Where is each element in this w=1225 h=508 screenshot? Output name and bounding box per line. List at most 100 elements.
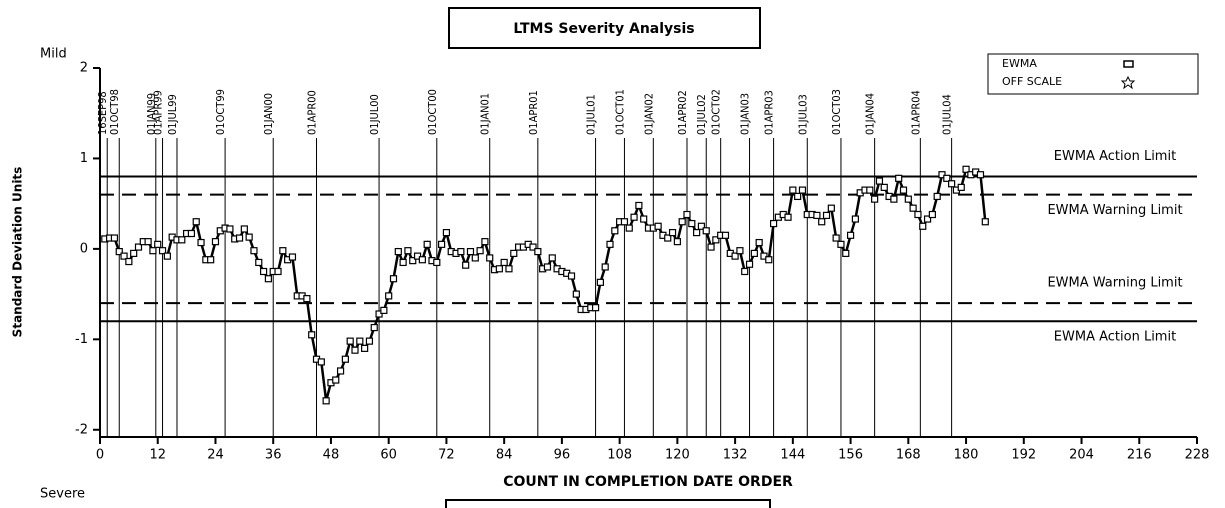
data-point [837, 240, 845, 248]
y-axis-label: Standard Deviation Units [11, 167, 25, 338]
date-label: 01JUL02 [695, 94, 708, 135]
data-point [962, 165, 970, 173]
data-point [664, 234, 672, 242]
date-label: 01APR04 [909, 90, 922, 135]
data-point [822, 211, 831, 220]
y-tick-label: 1 [80, 151, 88, 166]
y-tick-label: 0 [80, 241, 88, 256]
date-label: 01JAN02 [642, 93, 655, 135]
top-note: Mild [40, 47, 67, 62]
data-point [813, 211, 821, 220]
x-tick-label: 216 [1127, 448, 1152, 463]
data-point [130, 249, 138, 258]
data-point [409, 257, 417, 265]
y-tick-label: 2 [80, 61, 88, 76]
data-point [375, 310, 383, 318]
data-point [750, 249, 758, 258]
data-point [423, 240, 431, 248]
data-point [827, 204, 835, 212]
x-tick-label: 108 [607, 448, 632, 463]
data-point [572, 290, 580, 298]
data-point [567, 272, 576, 280]
data-point [654, 222, 662, 230]
data-point [211, 238, 220, 246]
data-point [259, 267, 268, 276]
x-tick-label: 204 [1069, 448, 1094, 463]
data-point [457, 247, 465, 256]
data-point [250, 247, 258, 255]
data-point [904, 195, 912, 203]
date-label: 01OCT02 [710, 89, 723, 135]
x-tick-label: 60 [380, 448, 397, 463]
data-point [625, 224, 633, 232]
data-point [741, 267, 749, 276]
data-point [769, 219, 778, 228]
x-tick-label: 12 [149, 448, 166, 463]
y-tick-label: -2 [75, 422, 88, 437]
data-point [207, 256, 215, 264]
data-point [745, 260, 754, 268]
data-point [240, 225, 248, 233]
data-point [765, 256, 773, 264]
date-label: 01JUL03 [796, 94, 809, 135]
data-point [938, 171, 946, 179]
x-tick-label: 192 [1011, 448, 1036, 463]
legend-label: OFF SCALE [1002, 75, 1062, 88]
legend-label: EWMA [1002, 57, 1037, 70]
data-point [818, 218, 826, 226]
date-label: 01APR99 [152, 90, 165, 135]
data-point [875, 177, 884, 185]
data-point [702, 227, 710, 235]
date-label: 01APR02 [676, 90, 689, 135]
data-point [707, 243, 715, 251]
date-label: 01APR00 [306, 90, 319, 135]
data-point [197, 238, 205, 247]
data-point [394, 247, 402, 256]
data-point [500, 258, 508, 267]
x-tick-label: 168 [896, 448, 921, 463]
data-point [144, 238, 152, 246]
data-point [871, 195, 879, 203]
data-point [529, 243, 537, 251]
data-point [163, 252, 171, 260]
data-point [909, 204, 917, 212]
data-point [948, 180, 956, 188]
data-point [596, 278, 604, 286]
data-point [923, 215, 932, 223]
data-point [798, 186, 807, 194]
data-point [341, 355, 349, 363]
data-point [668, 229, 677, 237]
data-point [697, 222, 706, 230]
data-point [755, 238, 763, 247]
data-point [134, 243, 143, 251]
chart-title: LTMS Severity Analysis [513, 21, 694, 37]
data-point [784, 213, 792, 221]
x-tick-label: 72 [438, 448, 455, 463]
data-point [346, 337, 354, 345]
series-line [104, 166, 987, 402]
data-point [370, 323, 378, 332]
data-point [548, 254, 556, 262]
data-point [842, 249, 850, 258]
x-tick-label: 84 [496, 448, 513, 463]
reference-label: EWMA Warning Limit [1047, 203, 1182, 218]
title-box [448, 7, 761, 49]
data-point [380, 306, 388, 314]
data-point [794, 192, 802, 201]
data-point [919, 222, 927, 230]
data-point [601, 263, 609, 271]
data-point [226, 225, 234, 233]
data-point [943, 174, 951, 182]
data-point [721, 231, 730, 239]
data-point [481, 238, 489, 246]
data-point [404, 247, 412, 255]
date-label: 01JAN99 [145, 93, 158, 135]
data-point [438, 240, 446, 248]
reference-label: EWMA Action Limit [1054, 330, 1176, 345]
x-tick-label: 180 [954, 448, 979, 463]
date-label: 01JAN01 [479, 93, 492, 135]
footer-box [445, 499, 771, 508]
date-label: 01JUL04 [941, 94, 954, 135]
data-point [433, 258, 441, 267]
data-point [914, 210, 922, 219]
